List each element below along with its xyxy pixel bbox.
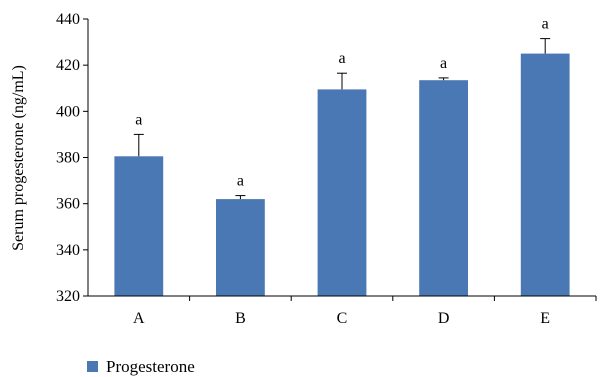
y-tick-label: 380 [56,150,80,167]
x-tick-label-c: C [337,310,348,327]
legend-swatch [87,361,98,372]
bar-b [216,199,265,296]
y-tick-label: 440 [56,11,80,28]
y-tick-label: 320 [56,288,80,305]
y-tick-label: 360 [56,196,80,213]
plot-area: a Aa Ba Ca Da E 320 340 360 380 400 420 440 [56,11,597,327]
bar-e [520,53,570,296]
y-tick-label: 420 [56,57,80,74]
y-tick-label: 340 [56,242,80,259]
significance-label-e: a [542,16,549,33]
legend-label-progesterone: Progesterone [106,357,195,376]
x-tick-label-e: E [540,310,550,327]
significance-label-a: a [135,111,142,128]
y-axis-title: Serum progesterone (ng/mL) [10,65,27,251]
x-tick-label-d: D [438,310,450,327]
bar-c [317,89,367,297]
significance-label-c: a [338,50,345,67]
significance-label-d: a [440,55,447,72]
y-tick-label: 400 [56,103,80,120]
x-tick-label-b: B [235,310,246,327]
bar-d [419,80,468,296]
legend: Progesterone [87,357,195,376]
x-tick-label-a: A [133,310,145,327]
bar-a [114,156,164,296]
significance-label-b: a [237,173,244,190]
